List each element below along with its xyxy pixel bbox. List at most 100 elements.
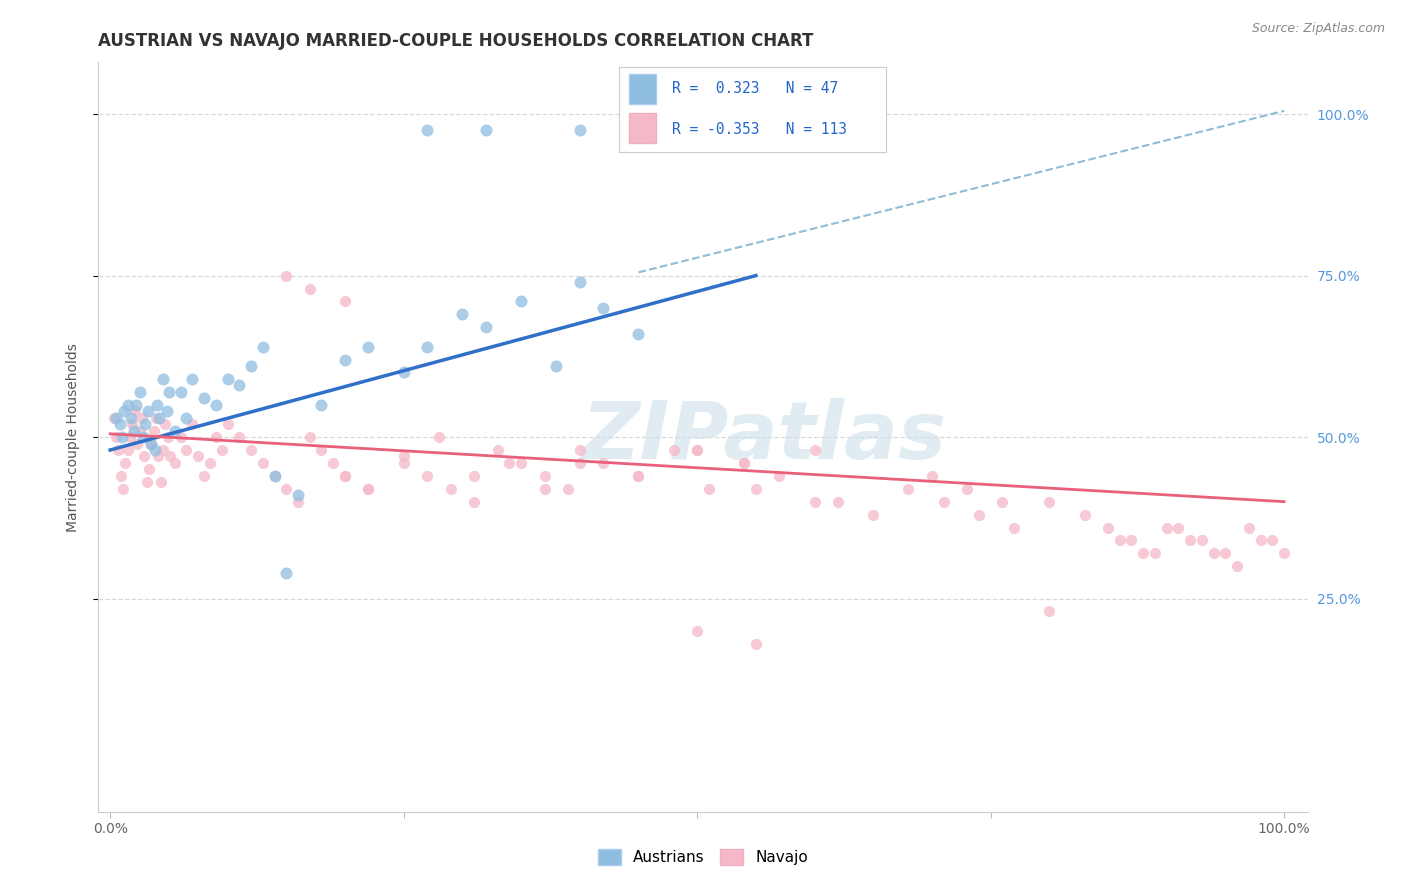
Point xyxy=(956,482,979,496)
Point xyxy=(105,430,128,444)
Point xyxy=(1038,605,1060,619)
Point xyxy=(333,294,356,309)
Point xyxy=(1237,520,1260,534)
Point xyxy=(803,442,825,457)
Point xyxy=(557,482,579,496)
Point xyxy=(169,384,191,399)
Point xyxy=(463,494,485,508)
Point xyxy=(568,456,591,470)
Point xyxy=(138,462,160,476)
Y-axis label: Married-couple Households: Married-couple Households xyxy=(66,343,80,532)
Text: R =  0.323   N = 47: R = 0.323 N = 47 xyxy=(672,81,838,96)
Point xyxy=(932,494,955,508)
Point xyxy=(148,450,170,464)
Text: R = -0.353   N = 113: R = -0.353 N = 113 xyxy=(672,122,846,137)
Text: Source: ZipAtlas.com: Source: ZipAtlas.com xyxy=(1251,22,1385,36)
Point xyxy=(276,566,298,580)
Point xyxy=(627,326,650,341)
Point xyxy=(134,417,156,432)
Point xyxy=(298,281,321,295)
Point xyxy=(112,482,135,496)
Point xyxy=(110,468,132,483)
Point xyxy=(427,430,450,444)
Point xyxy=(103,410,125,425)
Point xyxy=(134,450,156,464)
Point xyxy=(1121,533,1143,548)
Point xyxy=(287,494,309,508)
Point xyxy=(263,468,285,483)
Point xyxy=(181,372,204,386)
Point xyxy=(686,624,709,638)
Point xyxy=(240,359,263,373)
Point xyxy=(1272,546,1295,560)
Point xyxy=(142,424,165,438)
Point xyxy=(252,456,274,470)
Point xyxy=(733,456,755,470)
Point xyxy=(451,307,474,321)
Point xyxy=(357,482,380,496)
Point xyxy=(897,482,920,496)
Point xyxy=(416,340,439,354)
Point xyxy=(117,398,139,412)
Point xyxy=(114,456,136,470)
Point xyxy=(510,456,533,470)
Text: ZIPatlas: ZIPatlas xyxy=(581,398,946,476)
Point xyxy=(193,392,215,406)
Point xyxy=(176,410,198,425)
Point xyxy=(510,294,533,309)
Point xyxy=(568,275,591,289)
Point xyxy=(333,352,356,367)
Point xyxy=(135,475,157,490)
Point xyxy=(217,372,239,386)
Point xyxy=(475,123,498,137)
Point xyxy=(163,456,186,470)
Point xyxy=(486,442,509,457)
Point xyxy=(149,475,172,490)
Point xyxy=(745,637,768,651)
Point xyxy=(263,468,285,483)
Point xyxy=(745,482,768,496)
Legend: Austrians, Navajo: Austrians, Navajo xyxy=(592,843,814,871)
Point xyxy=(475,320,498,334)
FancyBboxPatch shape xyxy=(630,74,657,104)
Point xyxy=(124,404,146,418)
Point xyxy=(967,508,990,522)
Point xyxy=(439,482,461,496)
Point xyxy=(333,468,356,483)
Point xyxy=(204,430,226,444)
Point xyxy=(141,436,163,450)
Point xyxy=(416,468,439,483)
Point xyxy=(121,417,143,432)
Point xyxy=(141,436,163,450)
Point xyxy=(392,450,415,464)
Point xyxy=(157,384,180,399)
Point xyxy=(136,404,159,418)
Point xyxy=(1215,546,1237,560)
Point xyxy=(1038,494,1060,508)
Text: AUSTRIAN VS NAVAJO MARRIED-COUPLE HOUSEHOLDS CORRELATION CHART: AUSTRIAN VS NAVAJO MARRIED-COUPLE HOUSEH… xyxy=(98,32,814,50)
Point xyxy=(204,398,226,412)
Point xyxy=(228,378,250,392)
Point xyxy=(155,404,177,418)
Point xyxy=(127,436,149,450)
Point xyxy=(228,430,250,444)
Point xyxy=(392,366,415,380)
Point xyxy=(252,340,274,354)
Point xyxy=(107,442,129,457)
Point xyxy=(311,398,333,412)
Point xyxy=(357,340,380,354)
Point xyxy=(132,430,155,444)
Point xyxy=(187,450,209,464)
Point xyxy=(1002,520,1025,534)
Point xyxy=(1156,520,1178,534)
Point xyxy=(568,442,591,457)
Point xyxy=(1167,520,1189,534)
Point xyxy=(211,442,233,457)
Point xyxy=(463,468,485,483)
Point xyxy=(128,384,150,399)
Point xyxy=(1226,559,1249,574)
Point xyxy=(768,468,790,483)
Point xyxy=(298,430,321,444)
Point xyxy=(128,424,150,438)
Point xyxy=(176,442,198,457)
